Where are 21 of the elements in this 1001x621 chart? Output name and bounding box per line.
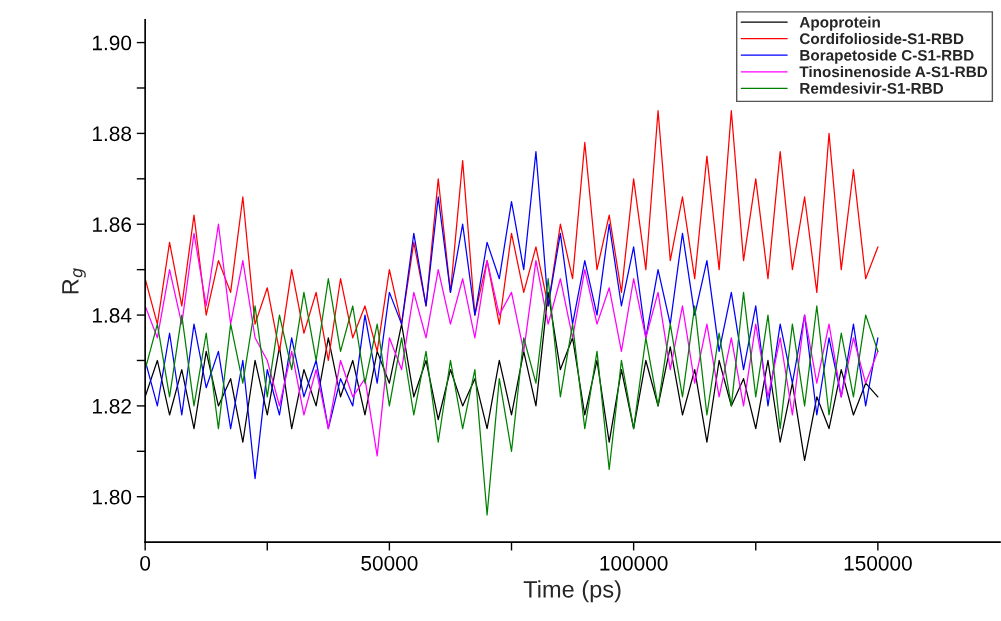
line-series [145, 278, 879, 516]
legend-label: Cordifolioside-S1-RBD [799, 32, 964, 45]
legend-label: Remdesivir-S1-RBD [800, 82, 944, 94]
y-tick-label: 1.86 [93, 217, 132, 232]
legend-label: Tinosinenoside A-S1-RBD [799, 66, 988, 78]
y-tick-label: 1.88 [93, 126, 132, 142]
y-tick-label: 1.90 [93, 35, 132, 51]
line-series [145, 110, 879, 362]
legend-label: Apoprotein [799, 16, 880, 31]
x-tick-label: 50000 [361, 555, 418, 571]
legend-label: Borapetoside C-S1-RBD [800, 49, 974, 64]
x-axis-title: Time (ps) [523, 580, 621, 603]
x-tick-label: 100000 [600, 555, 668, 571]
x-tick-label: 0 [140, 555, 151, 571]
x-tick-label: 150000 [844, 555, 912, 571]
y-tick-label: 1.82 [93, 398, 131, 414]
line-series [145, 223, 879, 457]
line-series [145, 150, 879, 480]
y-axis-title: R$_{g}$ [62, 268, 86, 294]
y-tick-label: 1.84 [93, 308, 132, 323]
y-tick-label: 1.80 [93, 489, 132, 505]
